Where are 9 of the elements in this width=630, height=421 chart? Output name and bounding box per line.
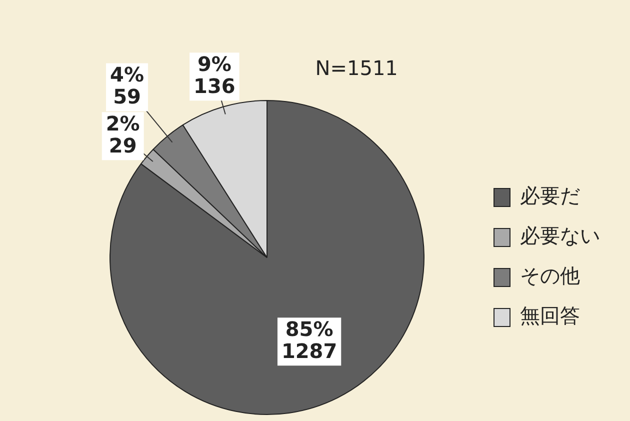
legend-label: 必要ない — [520, 224, 600, 248]
data-label: 4% 59 — [110, 62, 144, 108]
legend-label: その他 — [520, 264, 580, 288]
data-label: 85% 1287 — [281, 316, 338, 363]
legend-label: 無回答 — [520, 304, 580, 328]
data-label: 9% 136 — [194, 52, 236, 98]
legend-label: 必要だ — [520, 184, 580, 208]
text: N=1511 — [315, 56, 398, 80]
data-label: 2% 29 — [106, 111, 140, 158]
